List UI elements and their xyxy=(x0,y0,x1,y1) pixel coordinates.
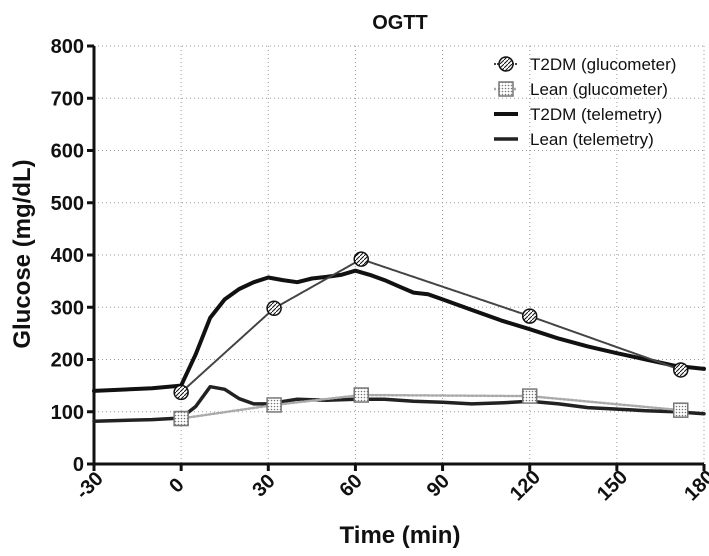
y-tick-label: 500 xyxy=(51,193,84,215)
data-point-t2dm-glucometer xyxy=(353,251,369,267)
legend-marker-circle xyxy=(498,56,514,72)
y-tick-label: 600 xyxy=(51,141,84,163)
x-tick-label: 90 xyxy=(423,470,454,501)
x-tick-label: 180 xyxy=(680,466,709,505)
series-line-2 xyxy=(92,268,706,393)
y-tick-label: 700 xyxy=(51,88,84,110)
data-point-lean-glucometer xyxy=(353,387,369,403)
y-axis-title: Glucose (mg/dL) xyxy=(9,159,36,348)
legend-label: Lean (glucometer) xyxy=(530,80,668,99)
legend-marker-square xyxy=(498,81,514,97)
series-line-1 xyxy=(179,393,683,420)
data-point-lean-glucometer xyxy=(521,388,538,404)
y-tick-label: 400 xyxy=(51,245,84,267)
data-point-t2dm-glucometer xyxy=(521,308,538,324)
x-tick-label: 0 xyxy=(165,474,188,497)
chart-title: OGTT xyxy=(372,12,428,34)
data-point-lean-glucometer xyxy=(173,410,189,427)
series-layer xyxy=(92,251,706,427)
data-point-lean-glucometer xyxy=(673,402,689,418)
legend-label: Lean (telemetry) xyxy=(530,130,654,149)
y-tick-label: 800 xyxy=(51,36,84,58)
x-tick-label: 60 xyxy=(336,470,367,501)
y-tick-label: 100 xyxy=(51,402,84,424)
y-tick-label: 300 xyxy=(51,297,84,319)
series-line-0 xyxy=(180,258,682,394)
legend-label: T2DM (glucometer) xyxy=(530,55,676,74)
y-tick-label: 200 xyxy=(51,350,84,372)
legend-label: T2DM (telemetry) xyxy=(530,105,662,124)
legend: T2DM (glucometer) Lean (glucometer) T2DM (… xyxy=(494,55,676,149)
data-point-t2dm-glucometer xyxy=(173,384,189,401)
data-point-lean-glucometer xyxy=(266,397,282,413)
x-tick-label: 150 xyxy=(593,466,632,505)
data-point-t2dm-glucometer xyxy=(673,362,689,378)
y-tick-label: 0 xyxy=(73,454,84,476)
x-axis-title: Time (min) xyxy=(340,522,461,549)
series-line-3 xyxy=(92,384,706,423)
data-point-t2dm-glucometer xyxy=(266,300,282,317)
x-tick-label: 120 xyxy=(506,466,545,505)
x-tick-label: 30 xyxy=(248,470,279,501)
